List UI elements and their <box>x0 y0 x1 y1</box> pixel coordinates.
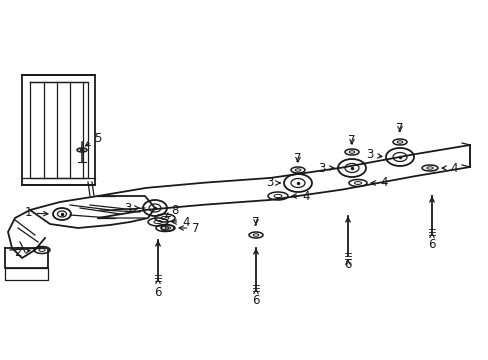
Text: 1: 1 <box>24 207 48 220</box>
Text: 6: 6 <box>154 279 162 298</box>
Text: 6: 6 <box>252 289 259 306</box>
Text: 3: 3 <box>366 148 381 162</box>
Text: 7: 7 <box>252 216 259 229</box>
Text: 6: 6 <box>344 257 351 270</box>
Text: 3: 3 <box>318 162 333 175</box>
Text: 4: 4 <box>291 189 309 202</box>
Text: 3: 3 <box>266 176 280 189</box>
Text: 7: 7 <box>395 122 403 135</box>
Text: 2: 2 <box>14 246 30 258</box>
Text: 4: 4 <box>370 176 387 189</box>
Text: 4: 4 <box>172 216 189 229</box>
Text: 4: 4 <box>441 162 457 175</box>
Text: 8: 8 <box>165 203 178 217</box>
Text: 6: 6 <box>427 233 435 251</box>
Text: 5: 5 <box>85 131 102 146</box>
Text: 7: 7 <box>347 134 355 147</box>
Text: 7: 7 <box>294 152 301 165</box>
Text: 7: 7 <box>179 221 199 234</box>
Text: 3: 3 <box>124 202 139 215</box>
